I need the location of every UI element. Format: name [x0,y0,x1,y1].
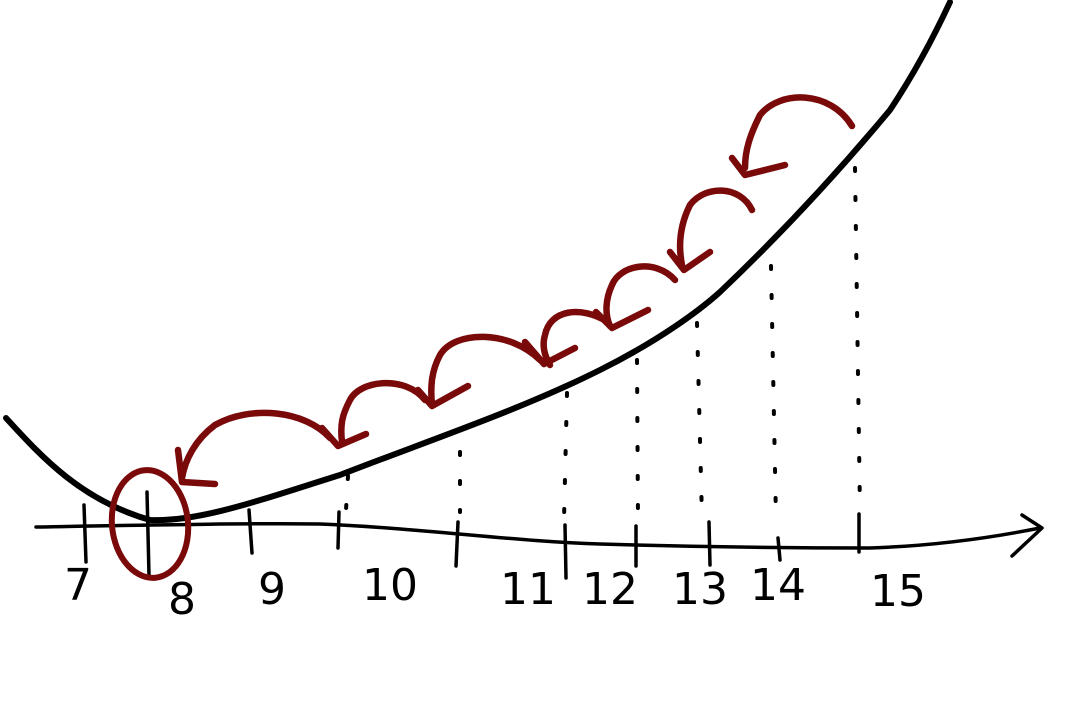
iteration-arrowhead-1 [728,154,789,179]
tick-labels: 7 8 9 10 11 12 13 14 15 [64,560,926,625]
tick-mark-8 [145,490,151,577]
dotted-guide-10 [344,474,350,512]
tick-label-15: 15 [870,566,926,617]
tick-mark-14 [776,536,782,562]
tick-mark-9 [247,508,254,555]
tick-mark-11 [563,523,568,580]
dotted-guides [344,166,862,522]
tick-label-13: 13 [672,564,728,615]
iteration-arrowhead-2 [666,248,714,274]
dotted-guide-14 [769,264,778,522]
circled-tick-marker [108,467,192,581]
iteration-arrow-3 [603,263,679,330]
x-axis-arrowhead [1010,513,1044,558]
iteration-arrow-6 [338,379,429,446]
tick-marks [82,490,861,580]
iteration-arrow-1 [741,94,856,172]
tick-label-9: 9 [258,564,286,615]
tick-label-14: 14 [750,560,806,611]
iteration-arrow-4 [540,308,612,369]
iteration-arrow-2 [676,187,756,269]
tick-label-11: 11 [500,564,556,615]
tick-mark-13 [707,520,712,567]
tick-label-7: 7 [64,560,92,611]
iteration-arrow-5 [428,333,544,409]
x-axis-line [34,521,1042,550]
dotted-guide-12 [635,358,640,522]
function-curve [3,0,953,524]
tick-label-8: 8 [168,574,196,625]
tick-mark-10 [336,510,341,550]
tick-mark-10b [454,520,460,568]
dotted-guide-13 [695,321,704,520]
dotted-guide-11 [562,391,569,522]
iteration-arrows [174,94,856,488]
tick-label-12: 12 [582,564,638,615]
tick-label-10: 10 [362,560,418,611]
iteration-arrow-7 [178,409,334,482]
iteration-arrowhead-7 [174,446,219,488]
dotted-guide-15 [853,166,862,514]
tick-mark-7 [82,503,88,564]
